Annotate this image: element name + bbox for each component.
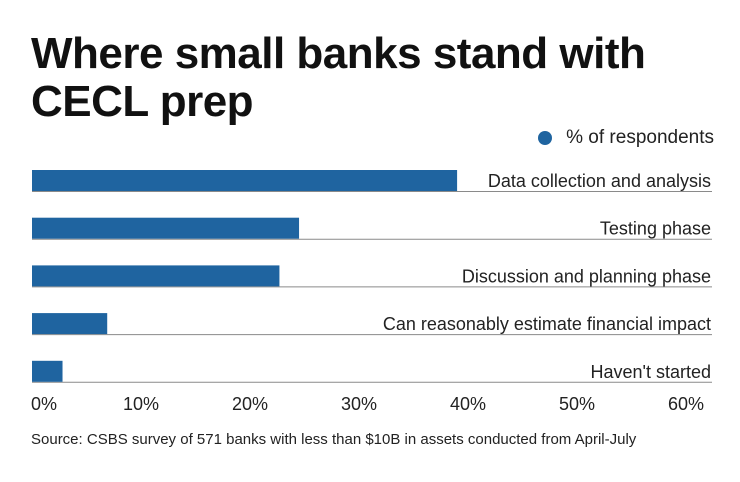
legend: % of respondents xyxy=(538,127,714,149)
legend-marker xyxy=(538,131,553,145)
bar xyxy=(32,265,280,287)
bar xyxy=(32,313,108,335)
category-label: Data collection and analysis xyxy=(488,171,711,191)
x-tick-label: 20% xyxy=(232,394,268,414)
category-label: Haven't started xyxy=(591,362,712,382)
bar xyxy=(32,360,63,382)
x-tick-label: 30% xyxy=(341,394,377,414)
x-tick-label: 40% xyxy=(450,394,486,414)
x-tick-label: 0% xyxy=(31,394,57,414)
source-note: Source: CSBS survey of 571 banks with le… xyxy=(31,431,637,448)
category-label: Discussion and planning phase xyxy=(462,266,711,286)
x-tick-label: 10% xyxy=(123,394,159,414)
category-label: Testing phase xyxy=(600,219,711,239)
x-tick-label: 60% xyxy=(668,394,704,414)
category-label: Can reasonably estimate financial impact xyxy=(383,314,711,334)
bar xyxy=(32,170,458,191)
chart-title: Where small banks stand with CECL prep xyxy=(31,29,646,126)
bar xyxy=(32,217,300,239)
legend-label: % of respondents xyxy=(566,127,714,148)
x-tick-label: 50% xyxy=(559,394,595,414)
